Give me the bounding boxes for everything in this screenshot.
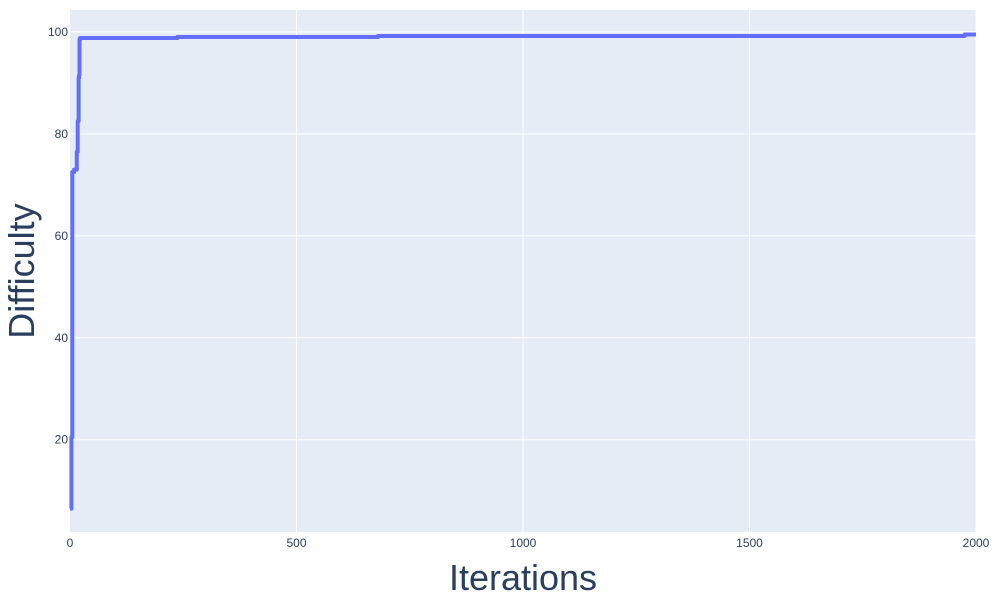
y-tick-label: 20 [55, 433, 69, 447]
grid-lines [70, 10, 977, 532]
series-layer [69, 32, 976, 511]
x-axis-title: Iterations [449, 557, 597, 598]
y-axis-title: Difficulty [1, 203, 42, 338]
series-line [69, 32, 976, 511]
y-tick-label: 40 [55, 331, 69, 345]
tick-labels: 0 500 1000 1500 2000 20 40 60 80 100 [48, 25, 990, 550]
x-tick-label: 0 [67, 536, 74, 550]
x-tick-label: 500 [286, 536, 306, 550]
x-tick-label: 1500 [736, 536, 763, 550]
y-tick-label: 80 [55, 127, 69, 141]
x-tick-label: 1000 [510, 536, 537, 550]
x-tick-label: 2000 [963, 536, 990, 550]
y-tick-label: 60 [55, 229, 69, 243]
y-tick-label: 100 [48, 25, 68, 39]
